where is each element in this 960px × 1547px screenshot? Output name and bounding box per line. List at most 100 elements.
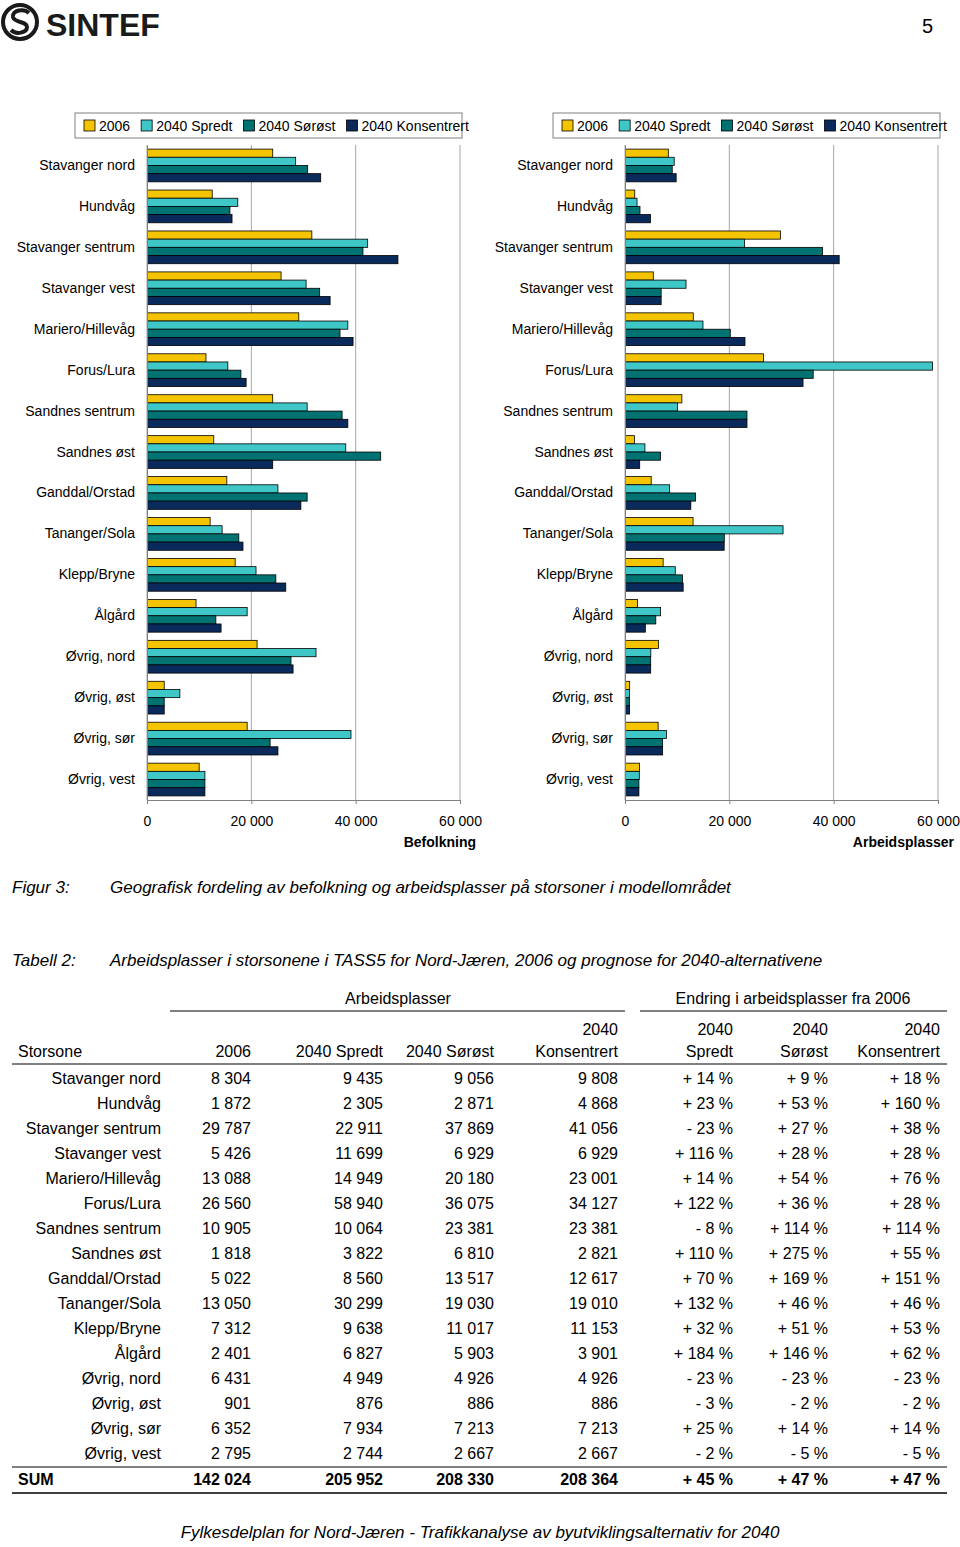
table-caption: Arbeidsplasser i storsonene i TASS5 for …	[109, 951, 822, 970]
tick: 60 000	[439, 800, 482, 829]
bar	[625, 649, 651, 657]
legend-swatch	[141, 120, 152, 131]
bar	[147, 771, 205, 779]
bar	[625, 157, 674, 165]
logo-ring	[3, 5, 37, 39]
table-cell: + 160 %	[881, 1095, 940, 1112]
legend-swatch	[243, 120, 254, 131]
table-cell: 5 022	[211, 1270, 251, 1287]
bar	[625, 256, 839, 264]
table-cell: 19 030	[445, 1295, 494, 1312]
column-header: Konsentrert	[535, 1043, 618, 1060]
table-cell: 886	[467, 1395, 494, 1412]
bar	[147, 256, 398, 264]
category-label: Klepp/Bryne	[537, 566, 613, 582]
tick: 40 000	[813, 800, 856, 829]
tick: 0	[622, 800, 630, 829]
table-cell: + 76 %	[890, 1170, 940, 1187]
figure-caption: Geografisk fordeling av befolkning og ar…	[110, 878, 732, 897]
bar	[625, 329, 730, 337]
bar	[625, 403, 678, 411]
tick: Mariero/Hillevåg	[512, 321, 625, 337]
tick-mark	[356, 800, 357, 804]
tick: Øvrig, nord	[66, 648, 147, 664]
tick: Sandnes øst	[534, 444, 625, 460]
column-header: 2040	[582, 1021, 618, 1038]
table-cell: + 51 %	[778, 1320, 828, 1337]
bar	[625, 239, 745, 247]
bar	[147, 296, 330, 304]
table-cell: Stavanger vest	[54, 1145, 161, 1162]
category-label: Mariero/Hillevåg	[34, 321, 135, 337]
table-cell: - 23 %	[687, 1120, 733, 1137]
y-axis: Stavanger nordHundvågStavanger sentrumSt…	[17, 146, 148, 801]
tick: Ålgård	[95, 607, 147, 623]
table-cell: 2 305	[343, 1095, 383, 1112]
table-cell: 6 810	[454, 1245, 494, 1262]
logo-symbol	[11, 10, 29, 33]
bar	[625, 763, 640, 771]
table-cell: + 55 %	[890, 1245, 940, 1262]
bar	[625, 624, 645, 632]
bar	[625, 534, 724, 542]
bar	[625, 174, 676, 182]
category-label: Øvrig, vest	[68, 771, 135, 787]
legend-swatch	[619, 120, 630, 131]
bar	[625, 247, 823, 255]
bar	[625, 190, 635, 198]
grid-line	[833, 145, 834, 800]
bar	[147, 378, 246, 386]
tick: Hundvåg	[557, 198, 625, 214]
table-cell: 11 699	[335, 1145, 383, 1162]
category-label: Sandnes sentrum	[25, 403, 135, 419]
table-cell: Sandnes øst	[71, 1245, 161, 1262]
legend-label: 2040 Spredt	[634, 118, 710, 134]
bar	[625, 444, 645, 452]
tick: Stavanger sentrum	[17, 239, 147, 255]
table-cell: 12 617	[569, 1270, 618, 1287]
bar	[147, 460, 273, 468]
table-cell: 5 426	[211, 1145, 251, 1162]
group-header: Endring i arbeidsplasser fra 2006	[676, 990, 911, 1007]
bar	[147, 575, 276, 583]
bar	[147, 698, 164, 706]
bar	[147, 157, 296, 165]
category-label: Forus/Lura	[67, 362, 135, 378]
table-cell: - 23 %	[782, 1370, 828, 1387]
group-header-rule	[640, 1011, 947, 1012]
table-cell: 13 088	[202, 1170, 251, 1187]
bar	[625, 542, 724, 550]
category-label: Ganddal/Orstad	[36, 484, 135, 500]
bar	[625, 419, 747, 427]
table: ArbeidsplasserEndring i arbeidsplasser f…	[12, 990, 947, 1493]
table-cell: 3 901	[578, 1345, 618, 1362]
tick: Stavanger vest	[520, 280, 625, 296]
table-cell: + 53 %	[890, 1320, 940, 1337]
table-cell: + 169 %	[769, 1270, 828, 1287]
table-cell: + 62 %	[890, 1345, 940, 1362]
bar	[147, 149, 273, 157]
grid	[147, 145, 460, 800]
bar	[625, 583, 683, 591]
table-cell: + 132 %	[674, 1295, 733, 1312]
bottom-rule	[12, 1492, 947, 1494]
table-cell: 41 056	[569, 1120, 618, 1137]
category-label: Øvrig, øst	[74, 689, 135, 705]
table-cell: + 46 %	[778, 1295, 828, 1312]
table-cell: 23 381	[569, 1220, 618, 1237]
table-cell: 9 435	[343, 1070, 383, 1087]
table-cell: 4 926	[454, 1370, 494, 1387]
bar	[147, 689, 180, 697]
bar	[625, 378, 803, 386]
table-cell: 20 180	[445, 1170, 494, 1187]
legend-swatch	[721, 120, 732, 131]
bar	[147, 608, 247, 616]
table-cell: - 3 %	[696, 1395, 733, 1412]
bar	[625, 165, 672, 173]
bar	[625, 780, 639, 788]
total-rule	[12, 1467, 947, 1468]
table-cell: Tananger/Sola	[58, 1295, 161, 1312]
bar	[147, 747, 278, 755]
table-cell: Ålgård	[115, 1344, 161, 1362]
bar	[147, 452, 381, 460]
